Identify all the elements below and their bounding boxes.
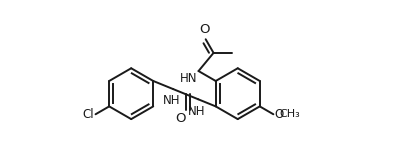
Text: HN: HN [180, 72, 197, 85]
Text: NH: NH [188, 104, 206, 118]
Text: CH₃: CH₃ [279, 109, 300, 119]
Text: O: O [199, 23, 210, 36]
Text: NH: NH [163, 94, 181, 107]
Text: O: O [274, 108, 283, 121]
Text: Cl: Cl [82, 108, 94, 121]
Text: O: O [175, 112, 185, 125]
